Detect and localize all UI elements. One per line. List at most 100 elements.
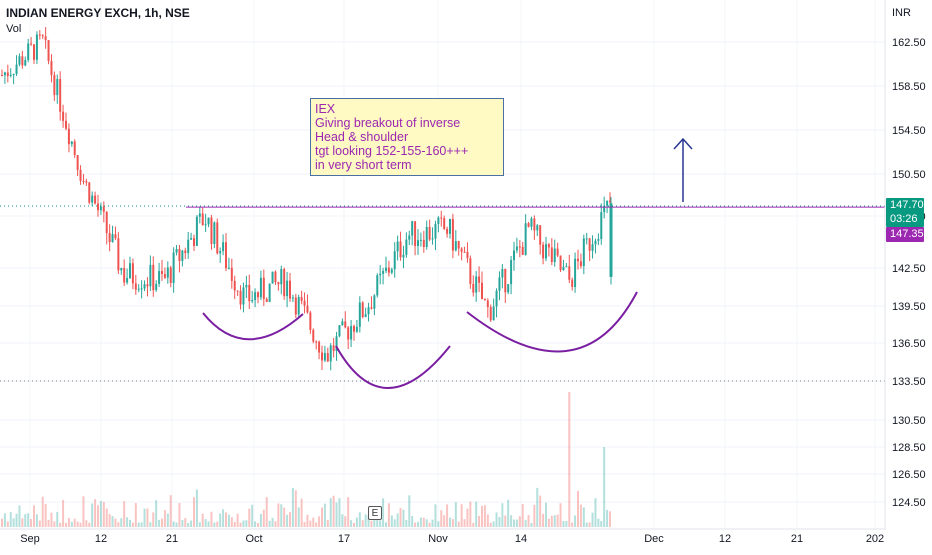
volume-bar — [510, 515, 513, 527]
volume-bar — [370, 520, 373, 527]
volume-bar — [213, 522, 216, 527]
candle-body — [385, 267, 387, 271]
candle-body — [335, 336, 338, 351]
volume-bar — [466, 508, 469, 527]
candle-body — [390, 269, 393, 273]
candle-body — [99, 206, 102, 211]
y-tick-label: 162.50 — [892, 37, 926, 49]
candle-body — [562, 266, 565, 271]
volume-bar — [146, 508, 149, 527]
volume-bar — [411, 516, 414, 527]
volume-bar — [309, 520, 312, 527]
candle-body — [315, 341, 318, 343]
horizontal-line-price-label: 147.35 — [886, 227, 924, 242]
volume-bar — [187, 522, 190, 527]
volume-bar — [99, 500, 102, 527]
candle-body — [123, 268, 126, 283]
volume-bar — [47, 519, 50, 527]
candle-body — [341, 321, 344, 326]
annotation-note[interactable]: IEX Giving breakout of inverse Head & sh… — [310, 98, 504, 176]
candle-body — [91, 195, 94, 203]
volume-bar — [440, 510, 443, 527]
volume-bar — [73, 518, 76, 527]
candle-body — [3, 72, 6, 76]
volume-bar — [44, 503, 47, 527]
candle-body — [600, 212, 603, 240]
chart-header: INDIAN ENERGY EXCH, 1h, NSE Vol — [6, 6, 190, 35]
candle-body — [59, 79, 62, 112]
x-tick-label: 21 — [791, 533, 803, 545]
candle-body — [18, 56, 21, 65]
volume-bar — [53, 521, 56, 527]
volume-bar — [251, 504, 254, 527]
candle-body — [577, 258, 579, 262]
volume-indicator-label[interactable]: Vol — [6, 23, 22, 35]
volume-bar — [417, 521, 419, 527]
volume-bar — [155, 500, 158, 527]
note-line: IEX — [315, 102, 336, 116]
candle-body — [131, 263, 134, 284]
volume-bar — [350, 520, 353, 527]
volume-bar — [472, 522, 475, 527]
note-line: tgt looking 152-155-160+++ — [315, 144, 469, 158]
volume-bar — [239, 522, 242, 527]
symbol-title[interactable]: INDIAN ENERGY EXCH, 1h, NSE — [6, 6, 190, 20]
volume-bar — [102, 501, 105, 527]
candle-body — [515, 246, 518, 251]
candle-body — [597, 239, 600, 241]
volume-bar — [524, 520, 527, 527]
candle-body — [303, 300, 306, 306]
volume-bar — [291, 487, 294, 527]
x-tick-label: Dec — [644, 533, 664, 545]
volume-bar — [286, 514, 289, 527]
candle-body — [283, 269, 286, 297]
candle-body — [33, 44, 35, 60]
volume-bar — [565, 521, 568, 527]
candle-body — [222, 242, 225, 252]
volume-bar — [504, 515, 507, 527]
volume-bar — [463, 519, 466, 527]
volume-bar — [184, 518, 187, 527]
candle-body — [117, 238, 120, 271]
candle-body — [62, 111, 65, 121]
candle-body — [312, 329, 315, 342]
volume-bar — [236, 513, 239, 527]
candle-body — [393, 251, 396, 270]
volume-bar — [166, 513, 169, 527]
earnings-marker[interactable]: E — [368, 506, 382, 520]
volume-bar — [91, 503, 94, 527]
volume-bar — [361, 520, 364, 527]
volume-bar — [140, 522, 143, 527]
candle-body — [82, 180, 85, 182]
candle-body — [306, 305, 309, 313]
candle-body — [603, 205, 606, 213]
volume-bar — [495, 512, 498, 527]
candle-body — [466, 251, 469, 259]
candle-body — [108, 233, 111, 243]
volume-bar — [65, 522, 67, 527]
candle-body — [347, 327, 350, 340]
volume-bar — [478, 515, 481, 527]
volume-bar — [97, 505, 99, 527]
candle-body — [353, 325, 355, 332]
candle-body — [102, 206, 105, 212]
candle-body — [140, 288, 143, 290]
left-shoulder-curve — [202, 312, 304, 341]
candle-body — [376, 275, 379, 296]
volume-bar — [303, 521, 306, 527]
candle-body — [387, 267, 390, 273]
candle-body — [402, 254, 405, 258]
candle-body — [524, 223, 527, 255]
volume-bar — [198, 522, 201, 527]
candle-body — [178, 248, 181, 262]
candle-body — [574, 258, 577, 288]
volume-bar — [574, 515, 577, 527]
volume-bar — [248, 508, 251, 527]
volume-bar — [553, 515, 556, 527]
candle-body — [190, 238, 193, 240]
volume-bar — [603, 447, 606, 527]
volume-bar — [137, 522, 140, 527]
volume-bar — [335, 502, 338, 527]
